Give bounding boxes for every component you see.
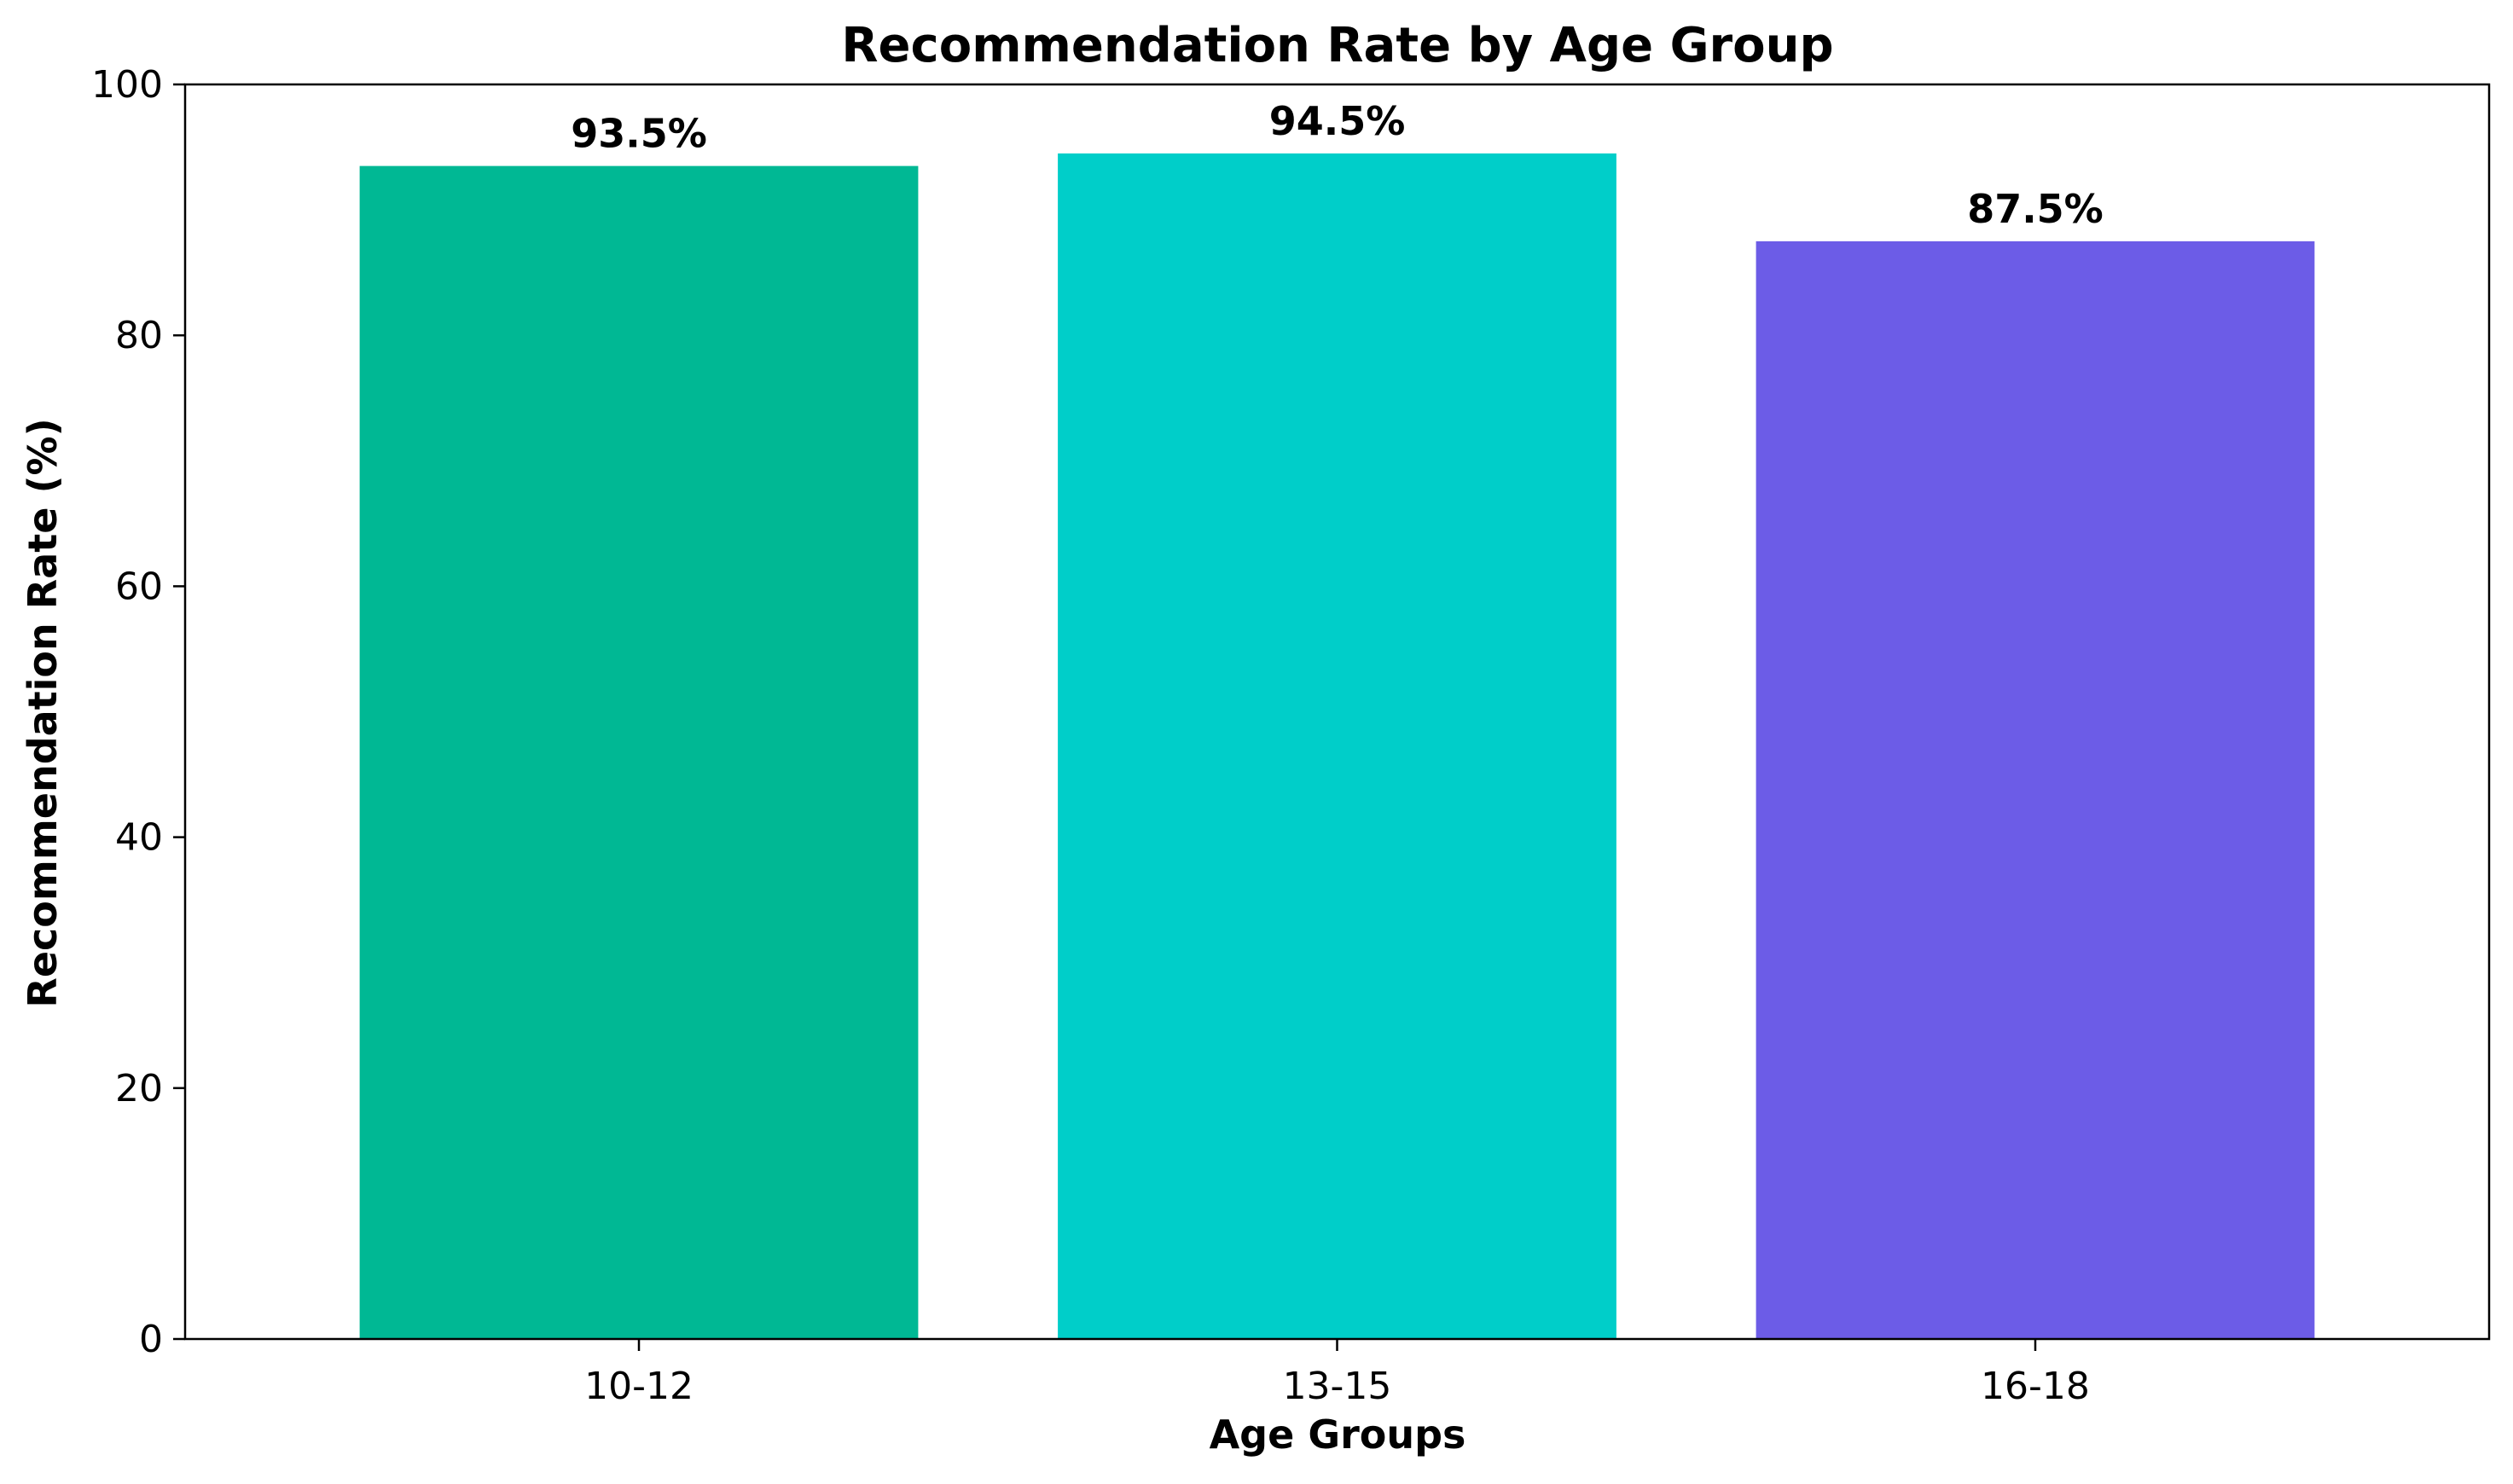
y-tick-label-20: 20	[115, 1067, 163, 1110]
y-tick-label-100: 100	[91, 63, 163, 107]
data-label-10-12: 93.5%	[571, 111, 707, 157]
chart-title: Recommendation Rate by Age Group	[841, 18, 1833, 73]
bar-13-15	[1058, 153, 1616, 1339]
x-axis-label: Age Groups	[1210, 1412, 1466, 1458]
bar-16-18	[1756, 241, 2315, 1339]
x-tick-label-10-12: 10-12	[584, 1365, 694, 1408]
bars	[359, 153, 2315, 1340]
y-axis-label: Recommendation Rate (%)	[20, 418, 66, 1007]
y-tick-label-0: 0	[139, 1318, 163, 1361]
data-labels: 93.5% 94.5% 87.5%	[571, 98, 2104, 232]
data-label-13-15: 94.5%	[1269, 98, 1406, 144]
x-tick-label-16-18: 16-18	[1981, 1365, 2090, 1408]
y-tick-label-60: 60	[115, 565, 163, 608]
x-axis: 10-12 13-15 16-18	[584, 1339, 2090, 1408]
y-tick-label-40: 40	[115, 816, 163, 860]
bar-10-12	[359, 165, 919, 1340]
x-tick-label-13-15: 13-15	[1283, 1365, 1392, 1408]
y-axis: 0 20 40 60 80 100	[91, 63, 185, 1361]
data-label-16-18: 87.5%	[1967, 186, 2104, 232]
y-tick-label-80: 80	[115, 314, 163, 357]
